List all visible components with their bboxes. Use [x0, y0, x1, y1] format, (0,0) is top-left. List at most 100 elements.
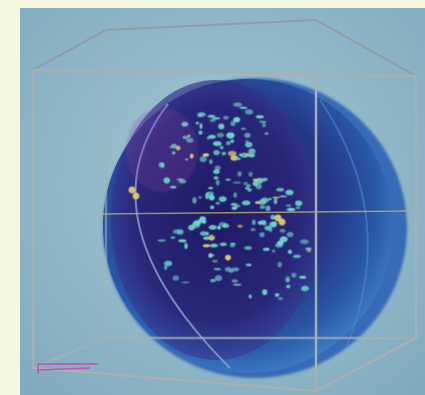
particle	[203, 236, 210, 240]
particle	[202, 153, 210, 157]
particle	[233, 102, 243, 107]
particle	[186, 138, 194, 143]
particle	[233, 283, 242, 286]
particle	[195, 121, 199, 125]
particle	[246, 184, 251, 187]
particle	[208, 186, 214, 190]
particle	[251, 219, 256, 225]
particle	[209, 118, 216, 123]
particle	[241, 200, 251, 206]
particle	[291, 272, 297, 278]
particle	[157, 239, 166, 242]
photo-panel	[20, 8, 425, 395]
particle	[210, 205, 215, 210]
particle	[258, 120, 267, 123]
particle	[286, 284, 291, 289]
particle	[260, 177, 267, 182]
particle	[199, 156, 207, 163]
particle	[181, 121, 189, 127]
particle	[259, 232, 265, 238]
particle	[245, 263, 252, 267]
particle	[276, 187, 285, 192]
particle	[262, 122, 266, 128]
particle	[232, 181, 242, 184]
particle	[260, 197, 269, 204]
highlight-particle	[278, 218, 286, 226]
particle	[240, 127, 247, 130]
particle	[301, 285, 309, 292]
particle	[277, 261, 283, 268]
particle	[199, 123, 203, 130]
particle	[295, 200, 303, 207]
particle	[199, 231, 207, 236]
particle	[244, 132, 251, 138]
particle	[279, 195, 288, 198]
particle	[255, 115, 264, 119]
particle	[233, 192, 238, 198]
particle	[223, 115, 229, 120]
particle	[176, 178, 184, 181]
particle	[163, 177, 171, 184]
particle	[170, 143, 178, 149]
particle	[231, 267, 240, 272]
particle	[244, 246, 253, 250]
particle	[262, 289, 268, 296]
particle	[213, 150, 220, 156]
particle	[160, 163, 165, 169]
particle	[306, 249, 312, 253]
particle	[218, 196, 227, 203]
particle	[248, 148, 256, 154]
particle	[198, 130, 203, 135]
particle	[299, 275, 307, 279]
highlight-particle	[132, 192, 140, 200]
particle	[230, 202, 238, 206]
particle	[237, 171, 242, 177]
particle	[229, 244, 236, 248]
particle	[213, 176, 219, 180]
particle	[215, 201, 220, 205]
particle	[248, 171, 253, 177]
particle	[269, 227, 273, 233]
particle	[198, 195, 202, 199]
particle	[233, 117, 241, 123]
particle	[285, 204, 291, 207]
particle	[295, 206, 301, 209]
particle	[164, 260, 173, 267]
particle	[202, 244, 211, 248]
particle	[279, 228, 286, 233]
particle	[208, 234, 215, 241]
particle	[219, 145, 224, 150]
sphere	[99, 78, 409, 378]
particle	[255, 183, 262, 190]
particle	[192, 221, 202, 226]
particle	[248, 152, 256, 158]
particle	[230, 139, 235, 144]
particle	[198, 112, 206, 117]
particle	[205, 191, 214, 196]
particle	[272, 249, 276, 253]
particle	[218, 123, 225, 130]
bounding-box-front	[31, 30, 418, 393]
particle	[274, 293, 280, 297]
particle	[212, 141, 222, 147]
particle	[171, 151, 176, 155]
particle	[265, 205, 271, 212]
particle-cluster	[128, 102, 312, 300]
axis-marker	[37, 363, 98, 374]
particle	[213, 169, 220, 174]
particle	[192, 197, 197, 204]
particle	[164, 265, 168, 270]
particle	[182, 135, 189, 140]
particle	[213, 267, 222, 271]
particle	[187, 134, 191, 138]
particle	[250, 228, 256, 232]
particle	[277, 240, 284, 246]
particle	[178, 239, 187, 243]
particle	[207, 114, 216, 118]
particle	[214, 275, 223, 282]
particle	[225, 254, 231, 261]
particle	[211, 254, 215, 257]
particle	[244, 187, 250, 190]
particle	[245, 140, 249, 143]
